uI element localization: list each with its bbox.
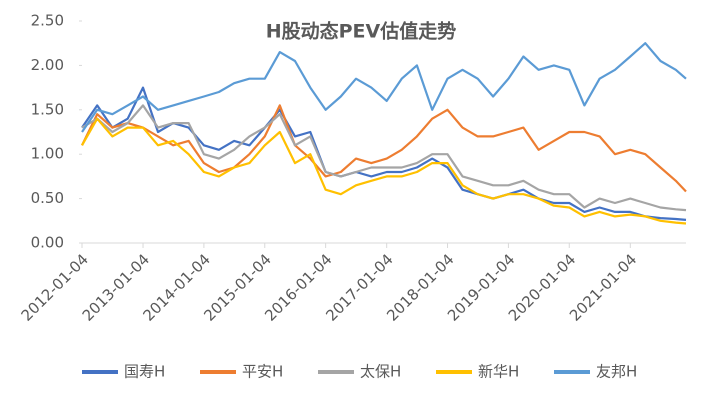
legend-label: 平安H <box>242 363 283 381</box>
y-tick-label: 0.50 <box>31 189 64 207</box>
series-line <box>81 42 687 133</box>
chart-title: H股动态PEV估值走势 <box>266 20 457 43</box>
y-tick-label: 1.50 <box>31 100 64 118</box>
series-line <box>81 117 687 225</box>
y-tick-label: 1.00 <box>31 145 64 163</box>
y-tick-label: 0.00 <box>31 234 64 252</box>
y-tick-label: 2.50 <box>31 12 64 30</box>
series-line <box>81 86 687 221</box>
legend-label: 太保H <box>360 363 401 381</box>
legend-label: 友邦H <box>596 363 637 381</box>
y-tick-label: 2.00 <box>31 56 64 74</box>
series-line <box>81 104 687 212</box>
legend-label: 国寿H <box>124 363 165 381</box>
series-line <box>81 104 687 193</box>
legend-label: 新华H <box>478 363 519 381</box>
